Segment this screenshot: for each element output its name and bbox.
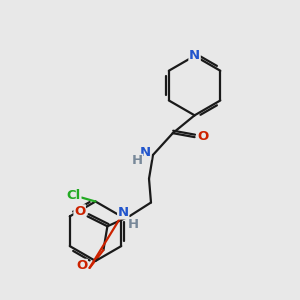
Text: N: N xyxy=(189,50,200,62)
Text: H: H xyxy=(128,218,139,231)
Text: N: N xyxy=(140,146,151,160)
Text: H: H xyxy=(132,154,143,167)
Text: O: O xyxy=(76,260,87,272)
Text: O: O xyxy=(197,130,208,142)
Text: N: N xyxy=(118,206,129,219)
Text: Cl: Cl xyxy=(67,189,81,202)
Text: O: O xyxy=(74,205,85,218)
